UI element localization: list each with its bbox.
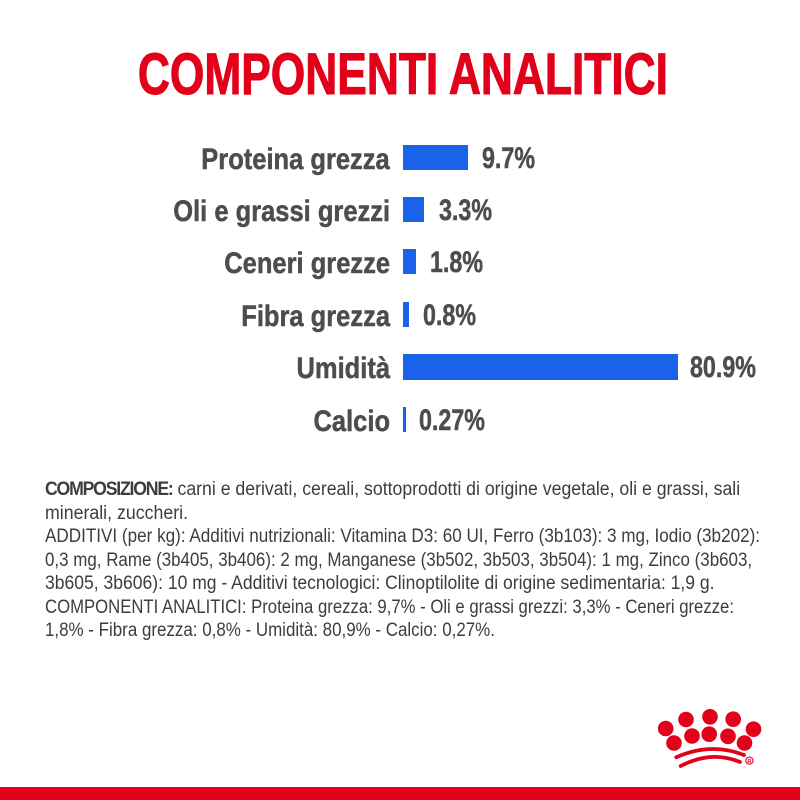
svg-text:R: R bbox=[747, 759, 751, 765]
